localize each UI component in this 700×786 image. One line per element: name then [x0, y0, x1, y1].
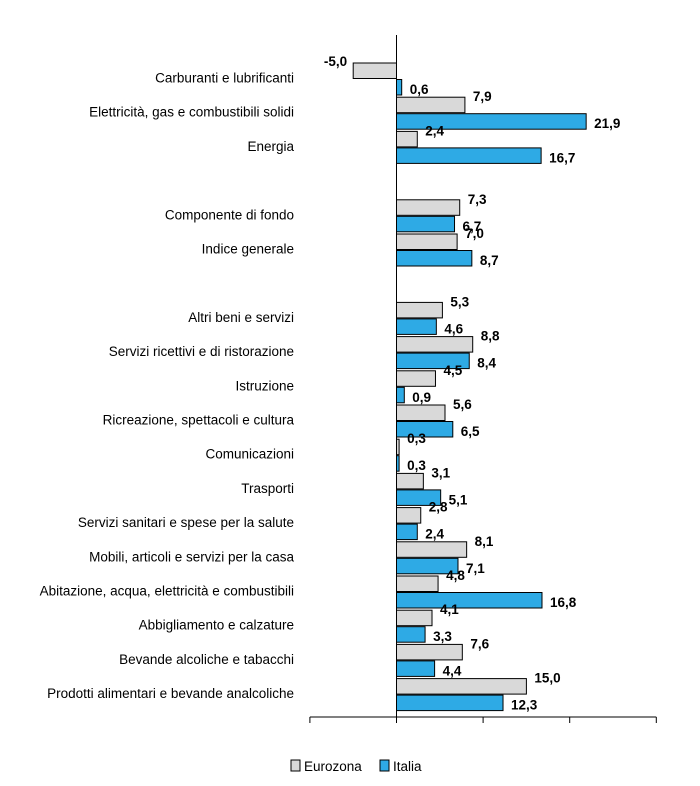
bar-eurozona [396, 678, 527, 695]
category-label: Mobili, articoli e servizi per la casa [89, 549, 294, 564]
value-label: 12,3 [511, 698, 538, 713]
value-label: 2,4 [425, 123, 444, 138]
category-label: Bevande alcoliche e tabacchi [119, 652, 294, 667]
category-label: Indice generale [202, 242, 294, 257]
value-label: 7,3 [468, 192, 487, 207]
bar-italia [396, 215, 456, 233]
value-label: 5,3 [450, 294, 469, 309]
value-label: 0,6 [410, 82, 429, 97]
bar-italia [396, 318, 437, 335]
category-label: Abbigliamento e calzature [139, 618, 294, 633]
bar-eurozona [396, 301, 443, 319]
value-label: 0,9 [412, 390, 431, 405]
category-label: Abitazione, acqua, elettricità e combust… [40, 584, 294, 599]
category-label: Energia [247, 139, 294, 154]
bars-layer [352, 62, 587, 712]
value-label: 21,9 [594, 116, 620, 131]
value-label: 2,8 [429, 500, 448, 515]
bar-eurozona [396, 96, 466, 114]
category-label: Trasporti [241, 481, 294, 496]
bar-eurozona [396, 199, 461, 216]
bar-italia [396, 79, 403, 96]
value-label: 6,5 [461, 424, 480, 439]
bar-eurozona [396, 609, 433, 627]
bar-eurozona [396, 233, 458, 250]
value-label: 5,1 [449, 492, 468, 507]
value-label: 7,1 [466, 561, 485, 576]
legend: Eurozona Italia [290, 759, 422, 774]
bar-eurozona [396, 643, 463, 661]
bar-eurozona [396, 541, 468, 558]
bar-eurozona [396, 507, 422, 524]
category-label: Altri beni e servizi [188, 310, 294, 325]
value-label: 16,7 [549, 150, 575, 165]
value-label: 0,3 [407, 431, 426, 446]
value-label: 4,1 [440, 602, 459, 617]
bar-eurozona [352, 62, 398, 79]
value-label: 7,9 [473, 89, 492, 104]
bar-eurozona [396, 336, 474, 353]
bar-italia [396, 626, 426, 643]
value-label: 8,8 [481, 329, 500, 344]
bar-italia [396, 147, 542, 164]
legend-swatch-italia [379, 759, 390, 772]
category-label: Componente di fondo [165, 207, 294, 222]
value-label: 4,8 [446, 568, 465, 583]
category-label: Comunicazioni [205, 447, 294, 462]
category-labels-layer: Carburanti e lubrificanti Elettricità, ga… [40, 71, 295, 702]
value-label: 7,6 [470, 636, 489, 651]
bar-italia [396, 250, 473, 267]
category-label: Prodotti alimentari e bevande analcolich… [47, 686, 294, 701]
category-label: Elettricità, gas e combustibili solidi [89, 105, 294, 120]
bar-eurozona [396, 370, 436, 387]
value-label: 8,4 [477, 356, 496, 371]
category-label: Carburanti e lubrificanti [155, 71, 294, 86]
legend-swatch-eurozona [290, 759, 301, 772]
bar-italia [396, 386, 405, 404]
bar-italia [396, 660, 436, 677]
value-label: 16,8 [550, 595, 577, 610]
value-label: 2,4 [425, 527, 444, 542]
bar-eurozona [396, 404, 446, 421]
value-label: 5,6 [453, 397, 472, 412]
value-label: 0,3 [407, 458, 426, 473]
bar-italia [396, 523, 418, 541]
value-label: 8,1 [475, 534, 494, 549]
value-label: 15,0 [534, 671, 560, 686]
category-label: Servizi sanitari e spese per la salute [78, 515, 294, 530]
value-label: 4,6 [444, 321, 463, 336]
value-label: 3,3 [433, 629, 452, 644]
bar-italia [396, 592, 543, 609]
value-label: 4,4 [443, 663, 462, 678]
legend-label-eurozona: Eurozona [304, 759, 362, 774]
bar-italia [396, 694, 504, 712]
category-label: Istruzione [235, 378, 294, 393]
legend-label-italia: Italia [393, 759, 422, 774]
value-label: 7,0 [465, 226, 484, 241]
axes-layer [309, 35, 657, 723]
bar-eurozona [396, 130, 418, 148]
category-label: Ricreazione, spettacoli e cultura [103, 413, 295, 428]
value-label: 8,7 [480, 253, 499, 268]
bar-eurozona [396, 472, 424, 490]
value-label: 4,5 [443, 363, 462, 378]
value-label: -5,0 [324, 54, 347, 69]
value-label: 3,1 [431, 465, 450, 480]
category-label: Servizi ricettivi e di ristorazione [109, 344, 294, 359]
value-label: 6,7 [463, 219, 482, 234]
bar-eurozona [396, 575, 439, 592]
value-labels-layer: -5,0 0,6 7,9 21,9 2,4 16,7 7,3 6,77,0 8,7 5,3 4,6 8… [324, 54, 621, 713]
